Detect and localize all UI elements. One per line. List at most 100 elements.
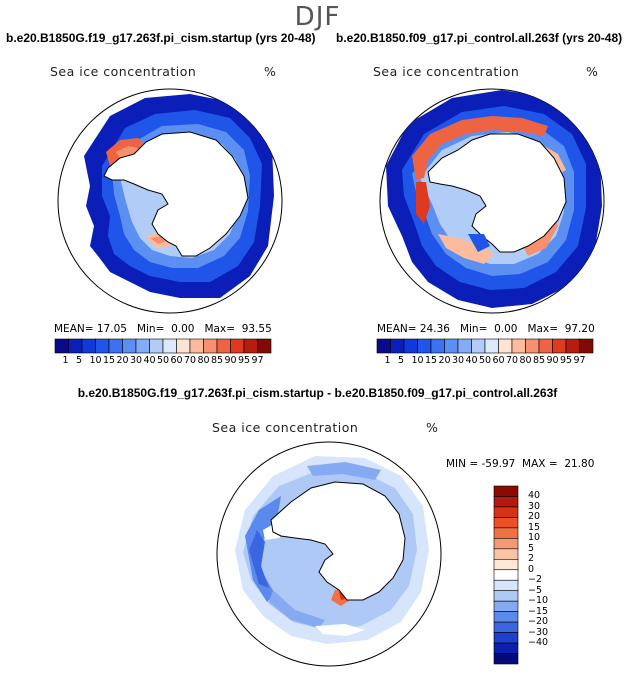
panel-1-colorbar-tick-label: 40 bbox=[143, 355, 156, 366]
panel-1-polar-map bbox=[57, 88, 283, 314]
panel-1-colorbar-swatch bbox=[257, 338, 272, 354]
panel-2-colorbar-tick-label: 95 bbox=[560, 355, 573, 366]
difference-colorbar-tick-label: 10 bbox=[528, 532, 541, 544]
difference-min-value: -59.97 bbox=[481, 458, 516, 470]
panel-2-colorbar-tick-label: 10 bbox=[411, 355, 424, 366]
panel-1-mean-value: 17.05 bbox=[96, 323, 127, 335]
difference-title: b.e20.B1850G.f19_g17.263f.pi_cism.startu… bbox=[77, 386, 558, 400]
difference-colorbar-swatch bbox=[493, 527, 519, 539]
panel-1-colorbar-swatch bbox=[54, 338, 69, 354]
panel-2-colorbar-swatch bbox=[498, 338, 513, 354]
panel-2-variable-label: Sea ice concentration bbox=[373, 64, 520, 79]
panel-2-colorbar-swatch bbox=[376, 338, 391, 354]
panel-2-colorbar-tick-label: 40 bbox=[465, 355, 478, 366]
difference-colorbar-swatch bbox=[493, 558, 519, 571]
panel-2-colorbar-tick-label: 30 bbox=[452, 355, 465, 366]
panel-2-colorbar-swatch bbox=[444, 338, 459, 354]
panel-2-colorbar-swatch bbox=[525, 338, 540, 354]
panel-2-mean-value: 24.36 bbox=[419, 323, 450, 335]
difference-colorbar-swatch bbox=[493, 632, 519, 644]
difference-colorbar-swatch bbox=[493, 579, 519, 592]
difference-colorbar bbox=[493, 485, 519, 665]
panel-1-unit-label: % bbox=[264, 64, 277, 79]
panel-1-colorbar-swatch bbox=[81, 338, 96, 354]
difference-colorbar-swatch bbox=[493, 611, 519, 623]
panel-2-colorbar-tick-label: 60 bbox=[492, 355, 505, 366]
panel-1-colorbar-tick-label: 95 bbox=[238, 355, 251, 366]
panel-1-colorbar-labels: 1 5 10 15 20 30 40 50 60 70 80 85 90 95 97 bbox=[55, 355, 285, 369]
difference-colorbar-tick-label: −30 bbox=[528, 626, 549, 638]
panel-1-colorbar-swatch bbox=[216, 338, 231, 354]
panel-1-colorbar-swatch bbox=[122, 338, 137, 354]
difference-colorbar-swatch bbox=[493, 485, 519, 497]
difference-max-label: MAX = bbox=[522, 458, 558, 470]
panel-1-colorbar-tick-label: 20 bbox=[116, 355, 129, 366]
panel-1-min-label: Min= bbox=[136, 323, 165, 335]
difference-colorbar-swatch bbox=[493, 642, 519, 654]
panel-1-colorbar-tick-label: 60 bbox=[170, 355, 183, 366]
panel-1-colorbar-swatch bbox=[68, 338, 83, 354]
difference-colorbar-swatch bbox=[493, 590, 519, 602]
difference-colorbar-swatch bbox=[493, 548, 519, 560]
panel-1-ice-field bbox=[84, 94, 274, 298]
panel-2-title: b.e20.B1850.f09_g17.pi_control.all.263f … bbox=[336, 31, 623, 45]
panel-2-stats: MEAN= 24.36 Min= 0.00 Max= 97.20 bbox=[377, 323, 595, 335]
panel-2-colorbar-swatch bbox=[552, 338, 567, 354]
difference-colorbar-tick-label: −20 bbox=[528, 616, 549, 628]
panel-1-colorbar-tick-label: 90 bbox=[224, 355, 237, 366]
panel-1-colorbar-tick-label: 1 bbox=[62, 355, 69, 366]
panel-2-colorbar-tick-label: 20 bbox=[438, 355, 451, 366]
difference-polar-map bbox=[216, 441, 442, 667]
panel-2-colorbar bbox=[376, 338, 594, 354]
panel-1-min-value: 0.00 bbox=[171, 323, 195, 335]
panel-1-colorbar-tick-label: 30 bbox=[130, 355, 143, 366]
panel-2-colorbar-tick-label: 5 bbox=[398, 355, 405, 366]
panel-1-colorbar-tick-label: 80 bbox=[197, 355, 210, 366]
difference-colorbar-tick-label: −40 bbox=[528, 637, 549, 649]
panel-1-colorbar-swatch bbox=[135, 338, 150, 354]
panel-1-variable-label: Sea ice concentration bbox=[50, 64, 197, 79]
panel-1-max-label: Max= bbox=[204, 323, 235, 335]
panel-1-mean-label: MEAN= bbox=[54, 323, 94, 335]
panel-2-colorbar-tick-label: 15 bbox=[425, 355, 438, 366]
panel-1-max-value: 93.55 bbox=[241, 323, 272, 335]
page-title: DJF bbox=[294, 2, 341, 32]
difference-max-value: 21.80 bbox=[564, 458, 595, 470]
panel-2-colorbar-tick-label: 70 bbox=[506, 355, 519, 366]
panel-2-colorbar-swatch bbox=[457, 338, 472, 354]
difference-unit-label: % bbox=[426, 420, 439, 435]
panel-2-colorbar-swatch bbox=[484, 338, 499, 354]
panel-2-colorbar-tick-label: 80 bbox=[519, 355, 532, 366]
panel-1-colorbar bbox=[54, 338, 272, 354]
difference-colorbar-tick-label: 15 bbox=[528, 521, 541, 533]
panel-1-title: b.e20.B1850G.f19_g17.263f.pi_cism.startu… bbox=[6, 31, 316, 45]
panel-2-colorbar-swatch bbox=[579, 338, 594, 354]
panel-2-min-label: Min= bbox=[459, 323, 488, 335]
difference-colorbar-swatch bbox=[493, 517, 519, 529]
difference-colorbar-tick-label: −15 bbox=[528, 605, 549, 617]
panel-2-max-value: 97.20 bbox=[564, 323, 595, 335]
difference-colorbar-swatch bbox=[493, 653, 519, 665]
difference-colorbar-tick-label: 2 bbox=[528, 553, 535, 565]
difference-colorbar-swatch bbox=[493, 621, 519, 633]
panel-2-colorbar-swatch bbox=[403, 338, 418, 354]
panel-2-colorbar-tick-label: 90 bbox=[546, 355, 559, 366]
panel-2-colorbar-tick-label: 50 bbox=[479, 355, 492, 366]
panel-2-colorbar-swatch bbox=[538, 338, 553, 354]
panel-2-colorbar-labels: 1 5 10 15 20 30 40 50 60 70 80 85 90 95 97 bbox=[377, 355, 607, 369]
panel-1-colorbar-swatch bbox=[230, 338, 245, 354]
difference-colorbar-labels: 40 30 20 15 10 5 2 0 −2 −5 −10 −15 −20 −30 −40 bbox=[520, 486, 560, 666]
difference-colorbar-tick-label: −5 bbox=[528, 584, 543, 596]
difference-min-label: MIN = bbox=[446, 458, 479, 470]
panel-2-colorbar-tick-label: 1 bbox=[384, 355, 391, 366]
difference-colorbar-tick-label: 20 bbox=[528, 511, 541, 523]
panel-1-colorbar-tick-label: 15 bbox=[103, 355, 116, 366]
difference-stats: MIN = -59.97 MAX = 21.80 bbox=[446, 458, 594, 470]
panel-1-colorbar-swatch bbox=[108, 338, 123, 354]
panel-1-stats: MEAN= 17.05 Min= 0.00 Max= 93.55 bbox=[54, 323, 272, 335]
panel-2-min-value: 0.00 bbox=[494, 323, 518, 335]
panel-2-colorbar-swatch bbox=[471, 338, 486, 354]
difference-colorbar-tick-label: 30 bbox=[528, 500, 541, 512]
difference-colorbar-tick-label: 0 bbox=[528, 563, 535, 575]
difference-colorbar-tick-label: 40 bbox=[528, 490, 541, 502]
